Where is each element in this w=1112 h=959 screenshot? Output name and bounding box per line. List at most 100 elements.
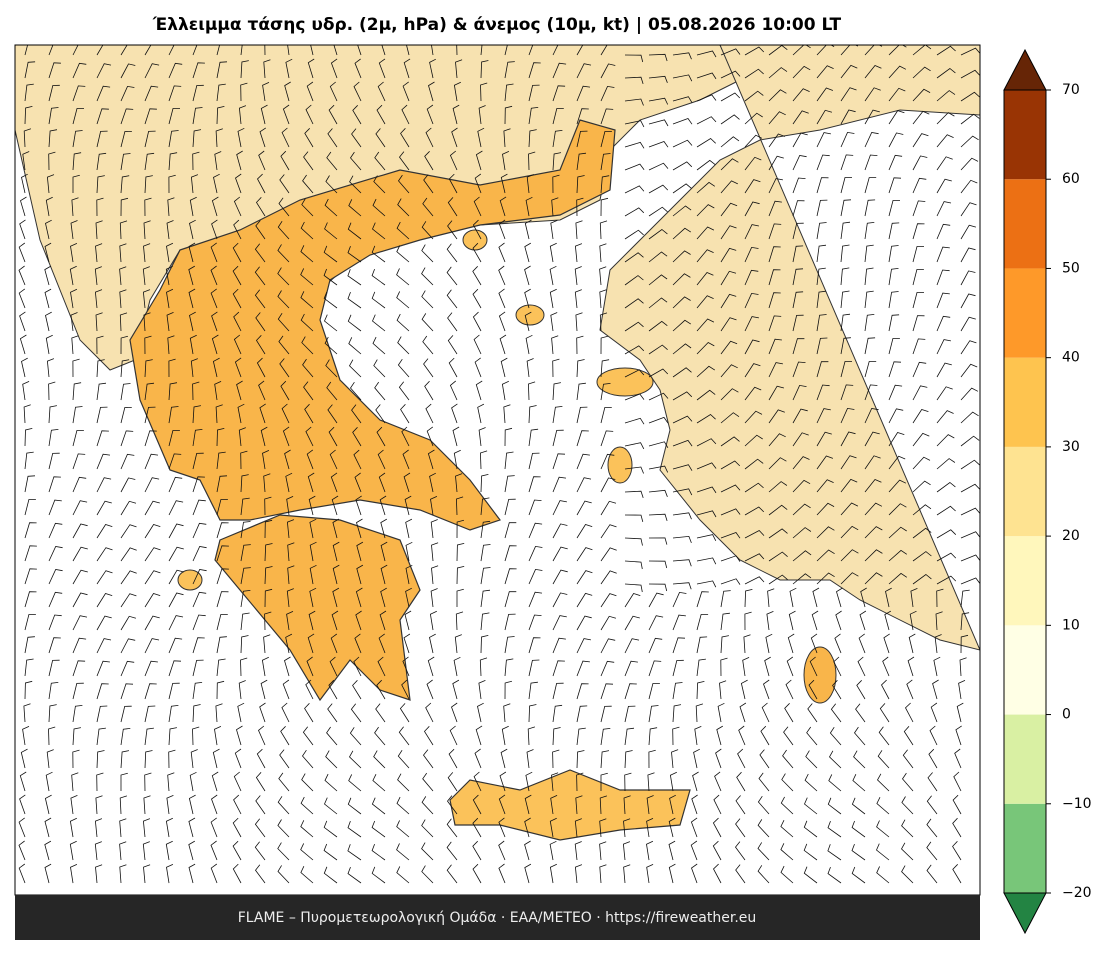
wind-barb xyxy=(720,293,737,309)
wind-barb xyxy=(884,610,892,631)
wind-barb xyxy=(599,864,607,884)
wind-barb xyxy=(232,817,242,838)
wind-barb xyxy=(447,312,458,332)
wind-barb xyxy=(528,522,543,539)
wind-barb xyxy=(739,702,747,723)
wind-barb xyxy=(455,496,464,516)
wind-barb xyxy=(736,771,746,792)
wind-barb xyxy=(552,62,567,79)
wind-barb xyxy=(888,479,907,493)
wind-barb xyxy=(72,546,88,562)
wind-barb xyxy=(48,381,56,401)
wind-barb xyxy=(376,426,386,447)
wind-barb xyxy=(840,384,854,401)
wind-barb xyxy=(792,132,808,148)
wind-barb xyxy=(905,702,914,723)
wind-barb xyxy=(551,772,559,792)
wind-barb xyxy=(888,154,903,171)
wind-barb xyxy=(864,431,880,447)
wind-barb xyxy=(648,228,668,240)
wind-barb xyxy=(792,245,804,263)
wind-barb xyxy=(876,797,890,815)
wind-barb xyxy=(378,633,386,654)
wind-barb xyxy=(526,358,534,378)
wind-barb xyxy=(96,477,112,493)
wind-barb xyxy=(912,66,931,79)
wind-barbs xyxy=(18,45,980,884)
wind-barb xyxy=(349,175,362,194)
wind-barb xyxy=(882,656,890,677)
wind-barb xyxy=(307,633,315,654)
wind-barb xyxy=(168,682,180,700)
wind-barb xyxy=(309,518,317,539)
wind-barb xyxy=(96,63,112,79)
wind-barb xyxy=(780,843,794,861)
wind-barb xyxy=(648,683,660,700)
wind-barb xyxy=(20,748,28,769)
wind-barb xyxy=(48,62,61,79)
wind-barb xyxy=(192,499,206,516)
wind-barb xyxy=(300,796,314,815)
wind-barb xyxy=(760,725,770,746)
wind-barb xyxy=(696,365,716,378)
wind-barb xyxy=(504,498,516,516)
wind-barb xyxy=(692,771,699,792)
wind-barb xyxy=(216,61,228,79)
wind-barb xyxy=(142,841,150,861)
wind-barb xyxy=(119,243,127,263)
wind-barb xyxy=(72,682,84,700)
wind-barb xyxy=(327,128,338,148)
colorbar-over xyxy=(1003,48,1047,91)
wind-barb xyxy=(528,681,538,700)
wind-barb xyxy=(120,705,132,723)
wind-barb xyxy=(23,404,31,424)
wind-barb xyxy=(190,749,198,769)
wind-barb xyxy=(672,343,692,355)
wind-barb xyxy=(240,612,250,631)
wind-barb xyxy=(18,817,26,838)
wind-barb xyxy=(792,550,812,562)
wind-barb xyxy=(347,246,362,263)
wind-barb xyxy=(960,113,980,125)
wind-barb xyxy=(912,551,932,562)
wind-barb xyxy=(720,412,740,424)
wind-barb xyxy=(912,315,925,332)
wind-barb xyxy=(888,268,899,286)
wind-barb xyxy=(428,81,435,102)
wind-barb xyxy=(192,637,205,654)
wind-barb xyxy=(192,522,207,539)
wind-barb xyxy=(672,296,691,309)
wind-barb xyxy=(304,703,314,723)
wind-barb xyxy=(144,500,160,516)
wind-barb xyxy=(96,683,109,700)
wind-barb xyxy=(478,105,486,125)
wind-barb xyxy=(280,726,290,746)
wind-barb xyxy=(306,449,314,470)
wind-barb xyxy=(624,369,645,378)
wind-barb xyxy=(72,569,88,585)
wind-barb xyxy=(910,588,918,608)
wind-barb xyxy=(960,179,978,194)
wind-barb xyxy=(96,750,105,769)
wind-barb xyxy=(24,658,34,677)
wind-barb xyxy=(720,180,738,194)
wind-barb xyxy=(600,500,617,516)
wind-barb xyxy=(285,472,293,493)
wind-barb xyxy=(277,796,290,815)
wind-barb xyxy=(600,660,615,677)
wind-barb xyxy=(96,705,108,723)
wind-barb xyxy=(840,478,858,493)
wind-barb xyxy=(550,220,558,240)
wind-barb xyxy=(840,154,854,171)
wind-barb xyxy=(735,864,746,884)
wind-barb xyxy=(304,403,314,424)
wind-barb xyxy=(96,359,105,378)
wind-barb xyxy=(70,795,78,815)
wind-barb xyxy=(480,567,491,585)
wind-barb xyxy=(284,656,291,677)
wind-barb xyxy=(254,289,266,309)
wind-barb xyxy=(744,589,753,608)
wind-barb xyxy=(46,358,55,378)
wind-barb xyxy=(696,389,716,401)
wind-barb xyxy=(259,127,267,148)
